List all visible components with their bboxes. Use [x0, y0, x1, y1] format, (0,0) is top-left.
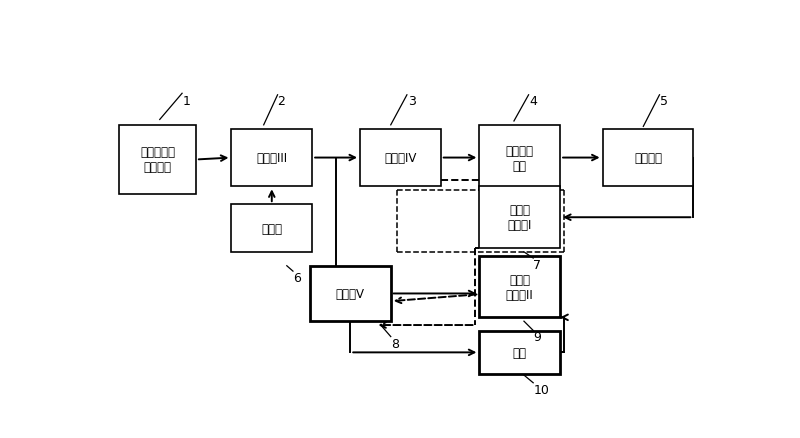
Text: 滤波器IV: 滤波器IV: [384, 152, 417, 165]
Bar: [479, 256, 560, 318]
Text: 响应信号: 响应信号: [634, 152, 662, 165]
Text: 功率谱密度
参考信号: 功率谱密度 参考信号: [140, 146, 175, 174]
Text: 电液伺服
系统: 电液伺服 系统: [506, 144, 534, 172]
Bar: [360, 129, 441, 187]
Text: 卡尔曼
滤波器II: 卡尔曼 滤波器II: [506, 273, 534, 301]
Text: 4: 4: [530, 95, 538, 108]
Text: 延时: 延时: [513, 346, 526, 359]
Text: 白噪声: 白噪声: [262, 222, 282, 235]
Text: 5: 5: [660, 95, 668, 108]
Text: 10: 10: [534, 383, 549, 396]
Bar: [310, 266, 390, 321]
Text: 3: 3: [408, 95, 415, 108]
Bar: [231, 129, 312, 187]
Text: 1: 1: [183, 95, 190, 108]
Bar: [479, 332, 560, 374]
Bar: [231, 205, 312, 252]
Bar: [479, 187, 560, 248]
Text: 卡尔曼
滤波器I: 卡尔曼 滤波器I: [507, 204, 532, 232]
Text: 2: 2: [278, 95, 286, 108]
Bar: [119, 126, 196, 194]
Text: 滤波器III: 滤波器III: [256, 152, 287, 165]
Text: 8: 8: [390, 337, 398, 350]
Text: 6: 6: [293, 272, 301, 284]
Text: 9: 9: [534, 331, 541, 344]
Bar: [602, 129, 694, 187]
Bar: [479, 126, 560, 191]
Text: 7: 7: [534, 258, 542, 272]
Text: 滤波器V: 滤波器V: [336, 287, 365, 300]
